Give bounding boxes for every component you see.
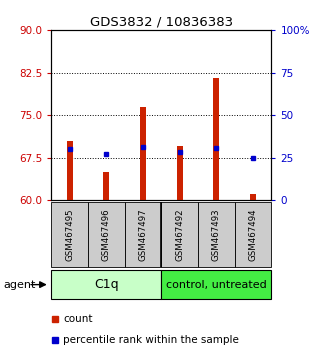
- FancyBboxPatch shape: [51, 270, 161, 299]
- FancyBboxPatch shape: [235, 202, 271, 267]
- Text: GSM467497: GSM467497: [138, 208, 148, 261]
- Text: GSM467492: GSM467492: [175, 208, 184, 261]
- Bar: [213, 78, 219, 200]
- Text: GSM467495: GSM467495: [65, 208, 74, 261]
- Title: GDS3832 / 10836383: GDS3832 / 10836383: [90, 16, 233, 29]
- FancyBboxPatch shape: [198, 202, 235, 267]
- Bar: [103, 172, 110, 200]
- Text: percentile rank within the sample: percentile rank within the sample: [64, 335, 239, 345]
- Bar: [67, 141, 73, 200]
- Text: agent: agent: [3, 280, 36, 290]
- FancyBboxPatch shape: [51, 202, 88, 267]
- Bar: [250, 194, 256, 200]
- FancyBboxPatch shape: [161, 270, 271, 299]
- Text: control, untreated: control, untreated: [166, 280, 267, 290]
- Text: GSM467493: GSM467493: [212, 208, 221, 261]
- Text: GSM467494: GSM467494: [249, 208, 258, 261]
- Text: C1q: C1q: [94, 278, 118, 291]
- FancyBboxPatch shape: [125, 202, 161, 267]
- Bar: [140, 107, 146, 200]
- Text: GSM467496: GSM467496: [102, 208, 111, 261]
- FancyBboxPatch shape: [161, 202, 198, 267]
- FancyBboxPatch shape: [88, 202, 125, 267]
- Text: count: count: [64, 314, 93, 324]
- Bar: [177, 146, 183, 200]
